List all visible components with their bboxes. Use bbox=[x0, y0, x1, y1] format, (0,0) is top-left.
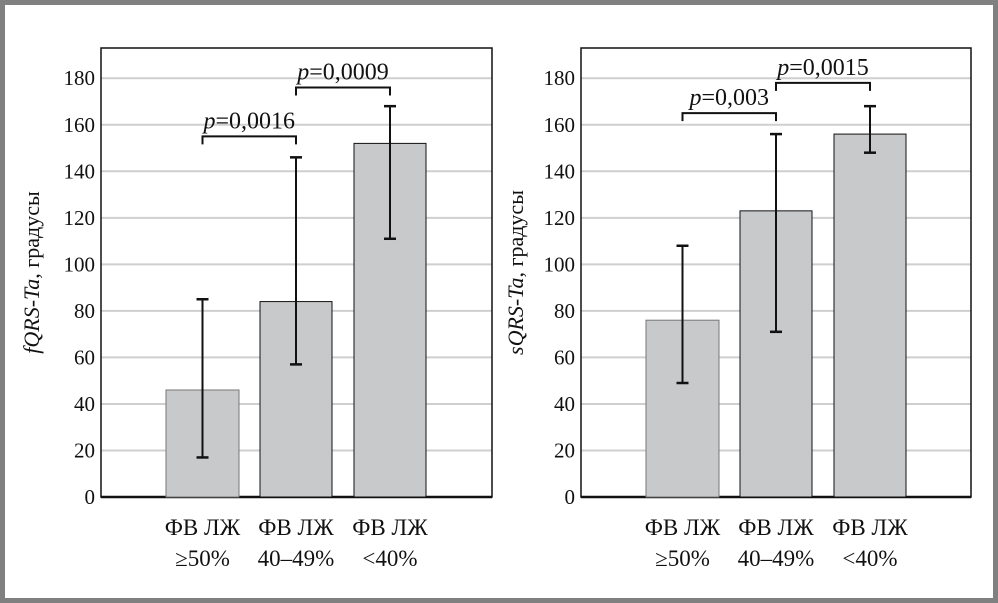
significance-bracket bbox=[295, 86, 391, 96]
y-tick-label: 20 bbox=[74, 438, 95, 462]
significance-bracket bbox=[201, 135, 297, 145]
significance-bracket bbox=[775, 81, 871, 91]
x-category-label: ФВ ЛЖ bbox=[165, 515, 241, 540]
y-tick-label: 180 bbox=[64, 66, 96, 90]
x-category-label: 40–49% bbox=[738, 546, 815, 571]
y-tick-label: 60 bbox=[554, 345, 575, 369]
y-tick-label: 0 bbox=[85, 485, 96, 509]
bar bbox=[833, 133, 907, 498]
x-category-label: ФВ ЛЖ bbox=[352, 515, 428, 540]
y-tick-label: 160 bbox=[64, 113, 96, 137]
y-axis-label: fQRS-Ta, градусы bbox=[19, 191, 44, 354]
y-tick-label: 40 bbox=[554, 392, 575, 416]
y-tick-label: 60 bbox=[74, 345, 95, 369]
x-category-label: ≥50% bbox=[175, 546, 230, 571]
p-value-label: p=0,0016 bbox=[201, 108, 295, 134]
x-category-label: ФВ ЛЖ bbox=[832, 515, 908, 540]
y-axis-label: sQRS-Ta, градусы bbox=[503, 190, 528, 355]
y-tick-label: 20 bbox=[554, 438, 575, 462]
y-tick-label: 100 bbox=[64, 252, 96, 276]
chart-canvas: 0 20 40 60 80 100 120 140 160 180 ФВ ЛЖ ≥50% ФВ ЛЖ 40… bbox=[19, 47, 972, 571]
y-tick-label: 140 bbox=[544, 159, 576, 183]
y-tick-label: 120 bbox=[64, 206, 96, 230]
significance-bracket bbox=[681, 112, 777, 122]
bar bbox=[259, 301, 333, 498]
x-category-label: <40% bbox=[842, 546, 897, 571]
y-tick-label: 120 bbox=[544, 206, 576, 230]
y-tick-label: 140 bbox=[64, 159, 96, 183]
x-category-label: ≥50% bbox=[655, 546, 710, 571]
y-tick-label: 80 bbox=[74, 299, 95, 323]
p-value-label: p=0,0015 bbox=[775, 55, 869, 81]
y-tick-label: 40 bbox=[74, 392, 95, 416]
y-tick-label: 100 bbox=[544, 252, 576, 276]
x-category-label: ФВ ЛЖ bbox=[258, 515, 334, 540]
y-tick-label: 0 bbox=[565, 485, 576, 509]
x-category-label: 40–49% bbox=[258, 546, 335, 571]
y-tick-label: 180 bbox=[544, 66, 576, 90]
x-category-label: <40% bbox=[362, 546, 417, 571]
y-tick-label: 80 bbox=[554, 299, 575, 323]
y-tick-label: 160 bbox=[544, 113, 576, 137]
p-value-label: p=0,0009 bbox=[295, 60, 389, 86]
p-value-label: p=0,003 bbox=[687, 85, 769, 111]
x-category-label: ФВ ЛЖ bbox=[738, 515, 814, 540]
chart-panel-2: 0 20 40 60 80 100 120 140 160 180 ФВ ЛЖ ≥50% ФВ ЛЖ 40… bbox=[503, 47, 972, 571]
x-category-label: ФВ ЛЖ bbox=[645, 515, 721, 540]
chart-panel-1: 0 20 40 60 80 100 120 140 160 180 ФВ ЛЖ ≥50% ФВ ЛЖ 40… bbox=[19, 47, 493, 571]
